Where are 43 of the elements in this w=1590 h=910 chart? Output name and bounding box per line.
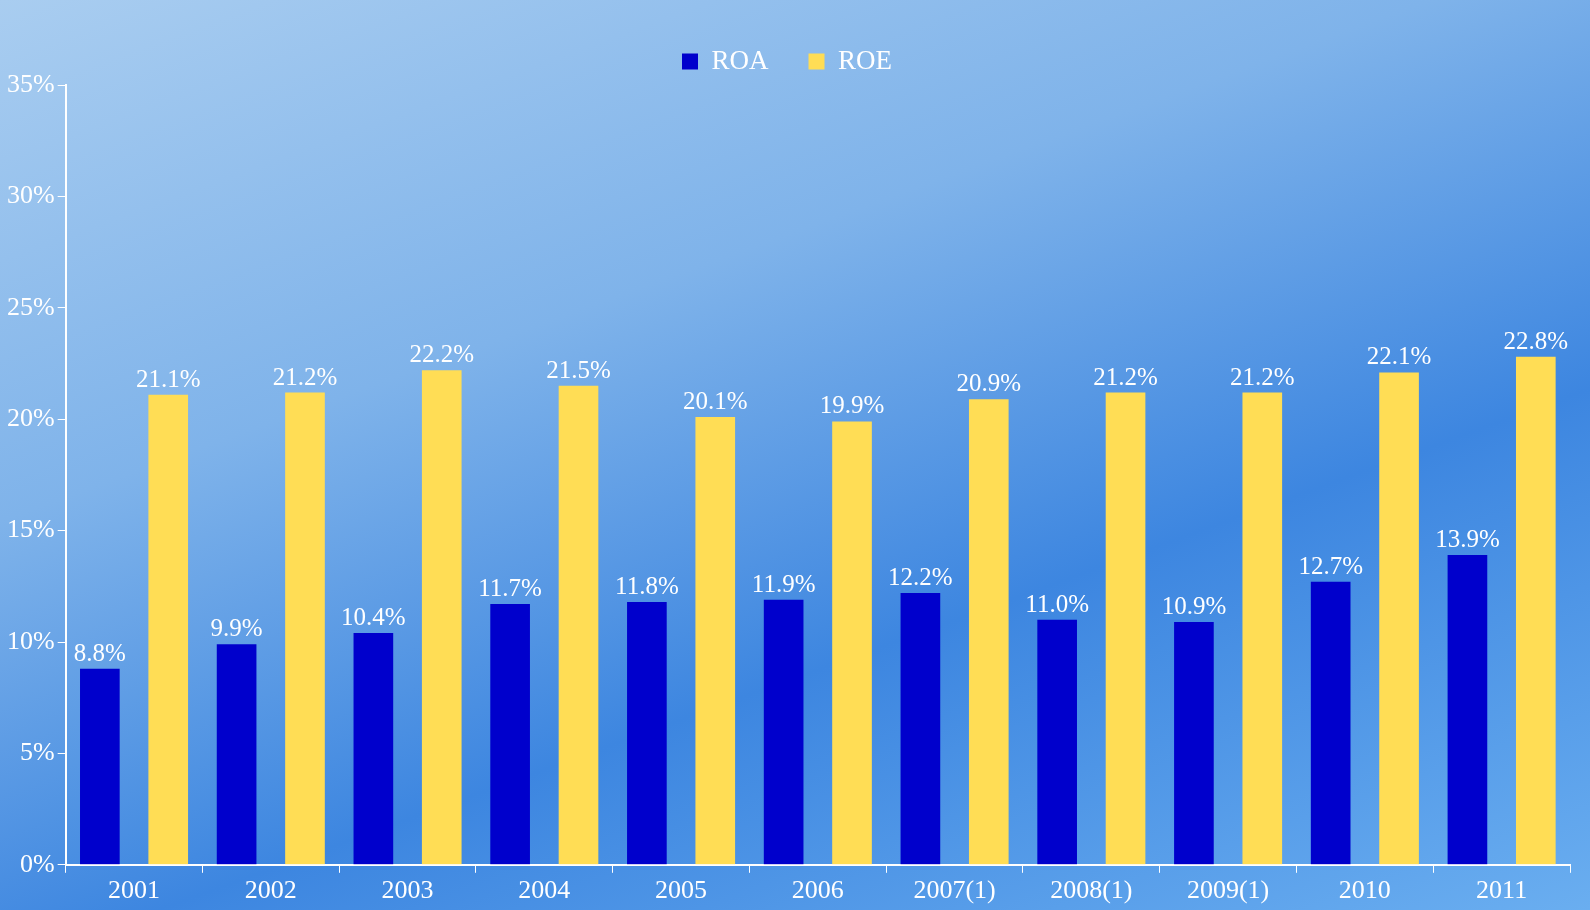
data-label: 10.4%: [341, 603, 406, 631]
data-label: 21.2%: [1230, 362, 1295, 390]
x-tick-label: 2004: [518, 875, 571, 905]
data-label: 13.9%: [1435, 525, 1500, 553]
y-tick-label: 0%: [19, 848, 55, 878]
data-label: 19.9%: [819, 391, 885, 419]
x-tick-label: 2001: [108, 875, 161, 905]
y-tick-label: 35%: [6, 68, 55, 98]
data-label: 11.0%: [1025, 589, 1089, 617]
legend-label: ROE: [838, 44, 892, 75]
x-tick-label: 2008(1): [1050, 875, 1133, 905]
y-tick-label: 25%: [6, 291, 55, 321]
y-tick-label: 5%: [19, 737, 55, 767]
data-label: 11.8%: [615, 571, 679, 599]
x-tick-label: 2010: [1338, 875, 1391, 905]
x-tick-label: 2009(1): [1186, 875, 1270, 905]
data-label: 12.2%: [888, 563, 953, 591]
data-label: 20.1%: [682, 387, 748, 415]
data-label: 21.5%: [546, 355, 611, 383]
data-label: 21.1%: [135, 364, 201, 392]
y-tick-label: 20%: [6, 403, 55, 433]
data-label: 9.9%: [210, 614, 263, 642]
data-label: 11.9%: [751, 569, 816, 597]
legend-label: ROA: [711, 44, 769, 75]
data-label: 8.8%: [73, 638, 126, 666]
x-tick-label: 2003: [381, 875, 434, 905]
data-label: 22.2%: [409, 340, 475, 368]
y-tick-label: 10%: [6, 625, 55, 655]
data-label: 21.2%: [1093, 362, 1158, 390]
data-label: 20.9%: [956, 369, 1022, 397]
data-label: 21.2%: [272, 362, 338, 390]
x-tick-label: 2005: [655, 875, 708, 905]
data-label: 11.7%: [478, 574, 542, 602]
x-tick-label: 2011: [1476, 875, 1528, 905]
data-label: 10.9%: [1161, 592, 1227, 620]
data-label: 22.1%: [1366, 342, 1432, 370]
y-tick-label: 15%: [6, 514, 55, 544]
data-label: 22.8%: [1503, 326, 1569, 354]
x-tick-label: 2006: [791, 875, 844, 905]
x-tick-label: 2002: [244, 875, 297, 905]
y-tick-label: 30%: [6, 180, 55, 210]
x-tick-label: 2007(1): [913, 875, 996, 905]
data-label: 12.7%: [1298, 551, 1363, 579]
